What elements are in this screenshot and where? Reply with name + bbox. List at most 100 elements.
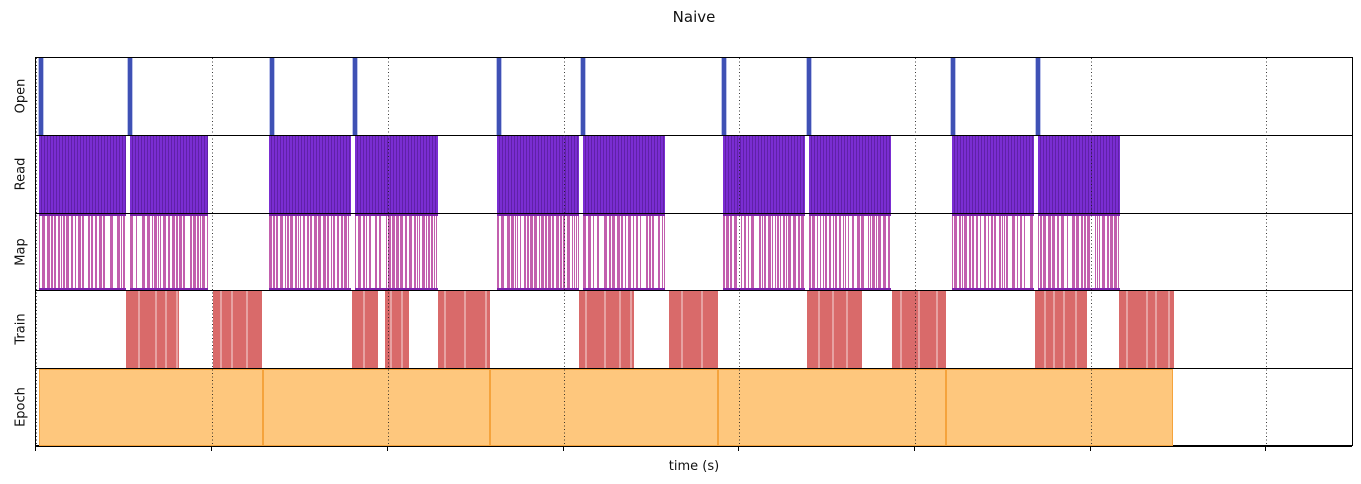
map-bar: [888, 213, 890, 291]
map-bar: [658, 213, 660, 291]
map-bar: [517, 213, 518, 291]
train-substripe: [618, 291, 621, 369]
map-bar: [197, 213, 199, 291]
map-bar: [574, 213, 575, 291]
map-bar: [1076, 213, 1079, 291]
map-bar: [952, 213, 953, 291]
train-substripe: [220, 291, 223, 369]
map-bar: [646, 213, 648, 291]
row-lane-map: [36, 213, 1352, 292]
map-bar: [66, 213, 69, 291]
map-bar: [396, 213, 399, 291]
read-bar: [497, 135, 579, 213]
map-bar: [363, 213, 365, 291]
map-bar: [636, 213, 638, 291]
map-bar: [375, 213, 377, 291]
map-bar: [534, 213, 537, 291]
read-bar: [269, 135, 351, 213]
open-event-bar: [721, 58, 727, 135]
row-lane-epoch: [36, 369, 1352, 447]
map-bar: [524, 213, 526, 291]
open-event-bar: [127, 58, 133, 135]
map-bar: [63, 213, 65, 291]
map-bar: [954, 213, 957, 291]
map-bar: [366, 213, 367, 291]
read-bar: [809, 135, 891, 213]
map-bar: [103, 213, 105, 291]
gridline: [738, 58, 740, 447]
train-substripe: [899, 291, 902, 369]
x-tick-mark: [211, 446, 212, 451]
map-top-edge: [269, 213, 351, 216]
map-bar: [762, 213, 763, 291]
map-bar: [861, 213, 864, 291]
map-bar: [976, 213, 978, 291]
map-bar: [285, 213, 286, 291]
train-substripe: [1052, 291, 1055, 369]
train-substripe: [936, 291, 939, 369]
train-substripe: [164, 291, 167, 369]
map-bar: [158, 213, 159, 291]
map-top-edge: [952, 213, 1034, 216]
open-event-bar: [1035, 58, 1041, 135]
train-substripe: [681, 291, 684, 369]
map-bar: [726, 213, 729, 291]
row-lane-open: [36, 58, 1352, 136]
map-bar: [1017, 213, 1018, 291]
gridline: [1090, 58, 1092, 447]
map-bar: [303, 213, 305, 291]
map-bar: [652, 213, 654, 291]
map-bar: [772, 213, 773, 291]
x-tick-mark: [387, 446, 388, 451]
map-bar: [269, 213, 272, 291]
map-bar: [786, 213, 787, 291]
map-bar: [88, 213, 90, 291]
train-substripe: [363, 291, 366, 369]
map-top-edge: [497, 213, 579, 216]
map-bar: [117, 213, 120, 291]
map-bar: [273, 213, 275, 291]
train-substripe: [390, 291, 393, 369]
map-bar: [845, 213, 846, 291]
train-bar: [385, 291, 409, 369]
map-top-edge: [583, 213, 665, 216]
map-bar: [95, 213, 97, 291]
map-bar: [431, 213, 433, 291]
train-substripe: [1063, 291, 1066, 369]
gridline: [1265, 58, 1267, 447]
map-bar: [633, 213, 634, 291]
map-bar: [870, 213, 871, 291]
map-bar: [530, 213, 533, 291]
map-bar: [730, 213, 732, 291]
map-bar: [520, 213, 521, 291]
map-bar: [47, 213, 50, 291]
map-bar: [515, 213, 516, 291]
map-bar: [1002, 213, 1003, 291]
map-bar: [1118, 213, 1119, 291]
map-bar: [969, 213, 971, 291]
map-bar: [609, 213, 611, 291]
read-bar: [723, 135, 805, 213]
row-label-open: Open: [13, 78, 29, 114]
map-bar: [883, 213, 886, 291]
map-top-edge: [723, 213, 805, 216]
map-bar: [835, 213, 837, 291]
map-bottom-edge: [130, 288, 208, 291]
row-lane-read: [36, 135, 1352, 214]
map-bar: [434, 213, 435, 291]
open-event-bar: [580, 58, 586, 135]
map-bar: [777, 213, 779, 291]
map-bar: [541, 213, 544, 291]
map-bar: [142, 213, 145, 291]
map-bar: [994, 213, 996, 291]
map-bar: [327, 213, 329, 291]
map-bar: [1004, 213, 1005, 291]
map-bar: [984, 213, 986, 291]
map-bar: [200, 213, 201, 291]
gridline: [211, 58, 213, 447]
train-substripe: [603, 291, 606, 369]
map-bar: [428, 213, 430, 291]
train-bar: [579, 291, 634, 369]
map-bar: [358, 213, 361, 291]
